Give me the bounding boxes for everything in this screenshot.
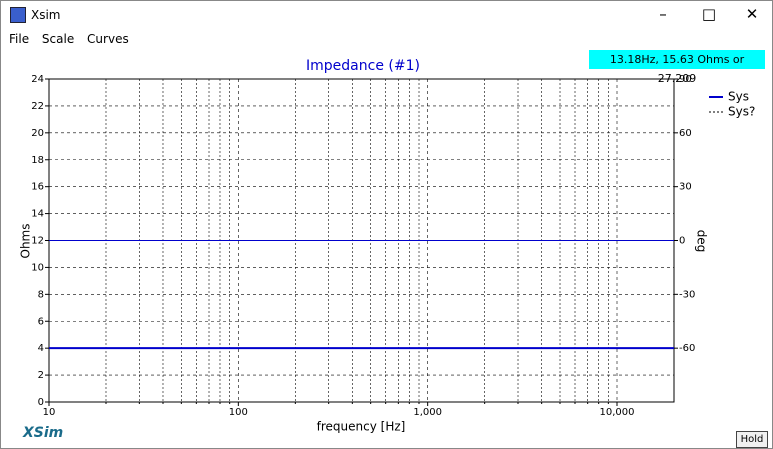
brand: XSim [23,425,64,441]
maximize[interactable]: □ [701,5,717,23]
y2-tick-label: 30 [679,182,692,193]
x-axis-title: frequency [Hz] [317,420,406,434]
menu-item[interactable]: Scale [41,32,75,46]
x-tick-label: 1,000 [413,407,442,418]
y-tick-label: 8 [38,289,44,300]
window-title: Xsim [31,8,61,22]
y2-tick-label: 90 [679,74,692,85]
minimize[interactable]: – [659,5,667,23]
menu-item[interactable]: File [9,32,30,46]
chart-title: Impedance (#1) [306,58,420,74]
y-tick-label: 12 [31,236,44,247]
x-tick-label: 10 [43,407,56,418]
y2-tick-label: -60 [679,343,695,354]
y-tick-label: 20 [31,128,44,139]
app-icon [10,7,26,23]
menu-item[interactable]: Curves [87,32,129,46]
hold-button[interactable]: Hold [736,431,768,448]
y-tick-label: 10 [31,262,44,273]
y-tick-label: 0 [38,397,44,408]
y-tick-label: 18 [31,155,44,166]
y-tick-label: 14 [31,209,44,220]
title-bar: Xsim – □ ✕ [1,1,772,30]
menu-bar: File Scale Curves [9,32,138,46]
close[interactable]: ✕ [745,5,759,23]
y-tick-label: 16 [31,182,44,193]
x-tick-label: 10,000 [600,407,635,418]
y-tick-label: 6 [38,316,44,327]
y2-axis-title: deg [695,230,709,253]
status-readout: 13.18Hz, 15.63 Ohms or 27.209 [589,50,765,85]
x-tick-label: 100 [229,407,248,418]
y-tick-label: 4 [38,343,44,354]
y-tick-label: 2 [38,370,44,381]
y2-tick-label: 60 [679,128,692,139]
legend-label: Sys [728,90,749,104]
y2-tick-label: -30 [679,289,695,300]
y-tick-label: 22 [31,101,44,112]
y-axis-title: Ohms [19,224,33,259]
y2-tick-label: 0 [679,236,685,247]
legend-label: Sys? [728,105,755,119]
y-tick-label: 24 [31,74,44,85]
